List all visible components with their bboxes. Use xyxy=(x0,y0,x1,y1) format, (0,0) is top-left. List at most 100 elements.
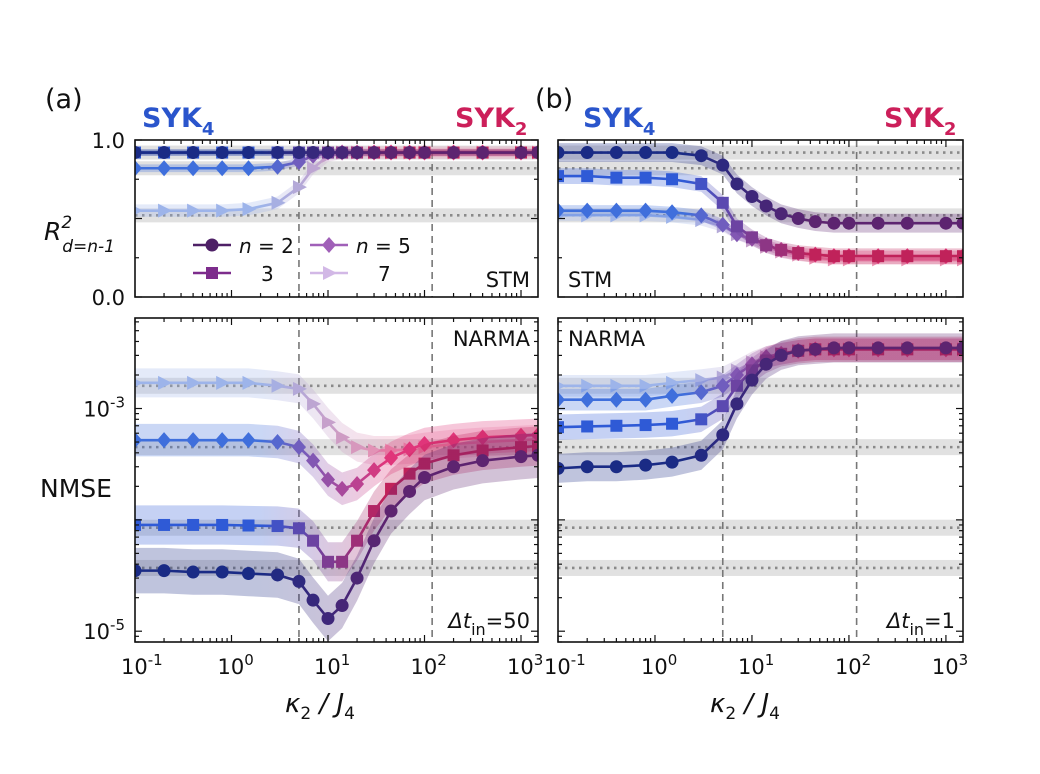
plot-area-a-bottom xyxy=(135,318,538,642)
data-point-n7 xyxy=(292,381,307,396)
legend-item-n7: 7 xyxy=(310,262,391,286)
data-point-n7 xyxy=(307,161,322,176)
data-point-n2 xyxy=(306,593,320,607)
data-point-n5 xyxy=(215,160,230,177)
data-point-n3 xyxy=(292,522,305,535)
data-point-n3 xyxy=(730,220,743,233)
data-point-n2 xyxy=(186,565,200,579)
panel-b-top xyxy=(557,139,964,298)
legend-label: 7 xyxy=(378,262,391,286)
legend-marker xyxy=(323,266,337,280)
data-point-n5 xyxy=(157,160,172,177)
data-point-n7 xyxy=(216,203,231,218)
legend-item-n5: n = 5 xyxy=(310,234,411,258)
data-point-n5 xyxy=(186,160,201,177)
data-point-n7 xyxy=(368,443,383,458)
x-tick-label: 102 xyxy=(835,651,871,679)
panel-a-top: 0.0 1.0 xyxy=(92,129,539,310)
data-point-n2 xyxy=(842,216,856,230)
legend-marker xyxy=(205,238,219,252)
data-point-n2 xyxy=(135,146,142,160)
data-point-n3 xyxy=(322,555,335,568)
data-point-n2 xyxy=(135,564,142,578)
data-point-n2 xyxy=(808,342,822,356)
data-point-n7 xyxy=(158,203,173,218)
data-point-n7 xyxy=(558,381,566,390)
reference-band-3 xyxy=(558,559,963,576)
data-point-n5 xyxy=(694,207,709,224)
data-point-n2 xyxy=(558,146,565,160)
plot-area-a-top xyxy=(135,140,538,297)
data-point-n5 xyxy=(157,432,172,449)
data-point-n2 xyxy=(716,428,730,442)
data-point-n3 xyxy=(939,250,952,263)
data-point-n5 xyxy=(558,202,565,219)
data-point-n2 xyxy=(157,146,171,160)
data-point-n3 xyxy=(716,400,729,413)
data-point-n7 xyxy=(158,375,173,390)
data-point-n3 xyxy=(307,534,320,547)
data-point-n3 xyxy=(775,243,788,256)
data-point-n2 xyxy=(292,574,306,588)
data-point-n2 xyxy=(335,599,349,613)
data-point-n5 xyxy=(335,480,350,497)
data-point-n5 xyxy=(665,204,680,221)
data-point-n2 xyxy=(531,146,538,160)
overlay-layers: STM STM NARMA Δtin=50 NARMA Δtin=1 n = 2 3 n = 5… xyxy=(193,234,955,639)
data-point-n2 xyxy=(808,215,822,229)
data-point-n2 xyxy=(609,146,623,160)
series-n2-b-bottom xyxy=(558,333,963,483)
task-label-a-top: STM xyxy=(486,268,530,292)
data-point-n2 xyxy=(271,146,285,160)
data-point-n5 xyxy=(186,432,201,449)
data-point-n2 xyxy=(418,471,432,485)
plot-area-b-bottom xyxy=(558,318,963,642)
legend-marker xyxy=(206,267,218,279)
legend-marker xyxy=(322,237,336,253)
data-point-n3 xyxy=(581,170,594,183)
data-point-n2 xyxy=(842,341,856,355)
data-point-n2 xyxy=(774,348,788,362)
plot-area-b-top xyxy=(558,140,963,297)
data-point-n7 xyxy=(187,375,202,390)
axes-frame-b-bottom xyxy=(557,317,964,643)
data-point-n2 xyxy=(759,199,773,213)
data-point-n2 xyxy=(384,146,398,160)
data-point-n3 xyxy=(809,248,822,261)
data-point-n2 xyxy=(871,216,885,230)
data-point-n7 xyxy=(271,195,286,210)
data-point-n2 xyxy=(791,344,805,358)
data-point-n2 xyxy=(900,216,914,230)
data-point-n2 xyxy=(745,190,759,204)
data-point-n5 xyxy=(321,471,336,488)
dt-label-b-bottom: Δtin=1 xyxy=(885,609,955,639)
y-tick-label: 1.0 xyxy=(92,129,125,153)
data-point-n2 xyxy=(730,397,744,411)
data-point-n5 xyxy=(241,432,256,449)
data-point-n3 xyxy=(336,555,349,568)
data-point-n3 xyxy=(716,196,729,209)
data-point-n3 xyxy=(216,518,229,531)
data-point-n3 xyxy=(639,171,652,184)
legend-item-n3: 3 xyxy=(193,262,274,286)
syk2-label-b: SYK2 xyxy=(884,103,956,140)
data-point-n2 xyxy=(558,461,565,475)
x-tick-label: 101 xyxy=(314,651,350,679)
data-point-n2 xyxy=(335,146,349,160)
data-point-n2 xyxy=(367,534,381,548)
data-point-n3 xyxy=(872,250,885,263)
data-point-n2 xyxy=(514,146,528,160)
data-point-n2 xyxy=(745,373,759,387)
data-point-n5 xyxy=(350,475,365,492)
data-point-n5 xyxy=(241,160,256,177)
data-point-n2 xyxy=(476,146,490,160)
data-point-n3 xyxy=(558,170,564,183)
data-point-n5 xyxy=(580,202,595,219)
data-point-n3 xyxy=(581,420,594,433)
series-n2-a-top xyxy=(135,146,538,160)
xlabel-a: κ2 / J4 xyxy=(285,689,355,724)
data-point-n7 xyxy=(292,180,307,195)
dt-label-a-bottom: Δtin=50 xyxy=(446,609,530,639)
data-point-n2 xyxy=(694,448,708,462)
